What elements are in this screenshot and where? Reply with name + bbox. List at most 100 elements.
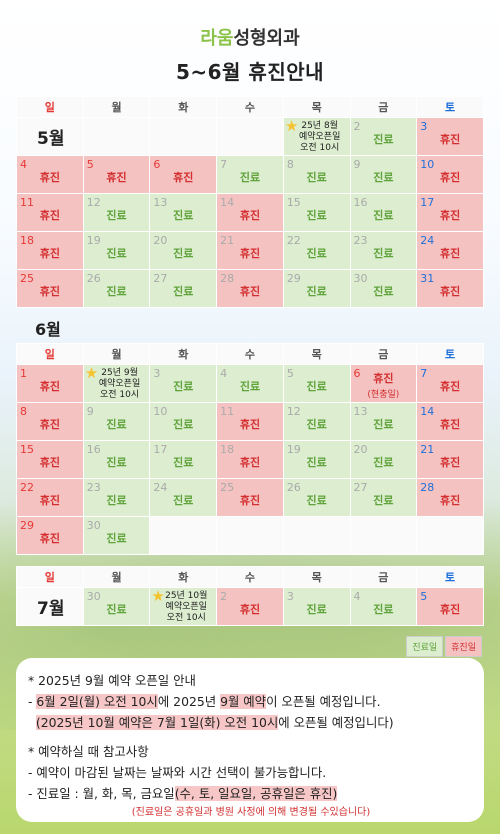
weekday-fri: 금 xyxy=(349,566,418,588)
day-cell: 13 진료 xyxy=(349,402,418,441)
legend-open-day: 진료일 xyxy=(406,636,444,657)
empty-cell xyxy=(82,117,151,156)
empty-cell xyxy=(216,117,284,156)
reservation-open-note: ★ 25년 9월 예약오픈일 오전 10시 xyxy=(82,364,151,403)
day-cell: 30 진료 xyxy=(82,516,151,555)
month-title-may: 5월 xyxy=(16,117,84,156)
day-cell: 6 휴진 (현충일) xyxy=(349,364,418,403)
weekday-tue: 화 xyxy=(149,96,218,118)
weekday-wed: 수 xyxy=(216,96,284,118)
day-cell: 16 진료 xyxy=(349,193,418,232)
reservation-open-note: ★ 25년 10월 예약오픈일 오전 10시 xyxy=(149,587,218,626)
week-row: 15 휴진 16 진료 17 진료 18 휴진 19 진료 20 진료 21 휴진 xyxy=(16,440,484,479)
weekday-mon: 월 xyxy=(82,566,151,588)
weekday-mon: 월 xyxy=(82,343,151,365)
day-cell: 29 휴진 xyxy=(16,516,84,555)
day-cell: 26 진료 xyxy=(282,478,351,517)
day-cell: 20 진료 xyxy=(349,440,418,479)
day-cell: 19 진료 xyxy=(282,440,351,479)
week-row: 29 휴진 30 진료 xyxy=(16,516,484,555)
day-cell: 27 진료 xyxy=(349,478,418,517)
day-cell: 4 진료 xyxy=(349,587,418,626)
weekday-header-row: 일 월 화 수 목 금 토 xyxy=(16,96,484,118)
info-line: (2025년 10월 예약은 7월 1일(화) 오전 10시에 오픈될 예정입니… xyxy=(35,715,394,730)
legend-closed-day: 휴진일 xyxy=(445,636,482,657)
weekday-sat: 토 xyxy=(416,96,484,118)
day-cell: 3 휴진 xyxy=(416,117,484,156)
day-cell: 2 휴진 xyxy=(216,587,284,626)
month-title-july: 7월 xyxy=(16,587,84,626)
day-cell: 3 진료 xyxy=(282,587,351,626)
holiday-label: (현충일) xyxy=(367,390,400,400)
day-cell: 4 휴진 xyxy=(16,155,84,194)
weekday-sun: 일 xyxy=(16,96,84,118)
day-cell: 26 진료 xyxy=(82,269,151,308)
weekday-header-row: 일 월 화 수 목 금 토 xyxy=(16,566,484,588)
day-cell: 19 진료 xyxy=(82,231,151,270)
empty-cell xyxy=(216,516,284,555)
info-line: - 6월 2일(월) 오전 10시에 2025년 9월 예약이 오픈될 예정입니… xyxy=(28,694,381,709)
day-cell: 18 휴진 xyxy=(216,440,284,479)
day-cell: 9 진료 xyxy=(82,402,151,441)
weekday-thu: 목 xyxy=(282,566,351,588)
day-cell: 9 진료 xyxy=(349,155,418,194)
day-cell: 12 진료 xyxy=(282,402,351,441)
day-cell: 28 휴진 xyxy=(416,478,484,517)
info-line: - 예약이 마감된 날짜는 날짜와 시간 선택이 불가능합니다. xyxy=(28,765,327,780)
weekday-wed: 수 xyxy=(216,343,284,365)
calendar-june: 일 월 화 수 목 금 토 1 휴진 ★ 25년 9월 예약오픈일 오전 10시 3 진료… xyxy=(16,343,484,555)
day-cell: 18 휴진 xyxy=(16,231,84,270)
day-cell: 17 진료 xyxy=(149,440,218,479)
week-row: 1 휴진 ★ 25년 9월 예약오픈일 오전 10시 3 진료 4 진료 5 진료 6 휴진 (현… xyxy=(16,364,484,403)
day-cell: 10 진료 xyxy=(149,402,218,441)
weekday-wed: 수 xyxy=(216,566,284,588)
info-line: - 진료일 : 월, 화, 목, 금요일(수, 토, 일요일, 공휴일은 휴진) xyxy=(28,786,338,801)
day-cell: 31 휴진 xyxy=(416,269,484,308)
empty-cell xyxy=(282,516,351,555)
weekday-sat: 토 xyxy=(416,343,484,365)
weekday-tue: 화 xyxy=(149,343,218,365)
day-cell: 5 진료 xyxy=(282,364,351,403)
weekday-tue: 화 xyxy=(149,566,218,588)
day-cell: 30 진료 xyxy=(349,269,418,308)
day-cell: 29 진료 xyxy=(282,269,351,308)
month-title-june: 6월 xyxy=(35,320,61,339)
day-cell: 3 진료 xyxy=(149,364,218,403)
day-cell: 5 휴진 xyxy=(416,587,484,626)
day-cell: 20 진료 xyxy=(149,231,218,270)
week-row: 25 휴진 26 진료 27 진료 28 휴진 29 진료 30 진료 31 휴진 xyxy=(16,269,484,308)
day-cell: 23 진료 xyxy=(349,231,418,270)
day-cell: 4 진료 xyxy=(216,364,284,403)
day-cell: 11 휴진 xyxy=(216,402,284,441)
day-cell: 14 휴진 xyxy=(416,402,484,441)
calendar-july: 일 월 화 수 목 금 토 7월 30 진료 ★ 25년 10월 예약오픈일 오전 10… xyxy=(16,566,484,626)
day-cell: 8 휴진 xyxy=(16,402,84,441)
legend: 진료일 휴진일 xyxy=(406,636,482,657)
weekday-fri: 금 xyxy=(349,96,418,118)
week-row: 8 휴진 9 진료 10 진료 11 휴진 12 진료 13 진료 14 휴진 xyxy=(16,402,484,441)
day-cell: 17 휴진 xyxy=(416,193,484,232)
week-row: 22 휴진 23 진료 24 진료 25 휴진 26 진료 27 진료 28 휴진 xyxy=(16,478,484,517)
day-cell: 10 휴진 xyxy=(416,155,484,194)
day-cell: 21 휴진 xyxy=(416,440,484,479)
day-cell: 22 휴진 xyxy=(16,478,84,517)
day-cell: 16 진료 xyxy=(82,440,151,479)
week-row: 18 휴진 19 진료 20 진료 21 휴진 22 진료 23 진료 24 휴진 xyxy=(16,231,484,270)
day-cell: 30 진료 xyxy=(82,587,151,626)
week-row: 7월 30 진료 ★ 25년 10월 예약오픈일 오전 10시 2 휴진 3 진료 4 진료 … xyxy=(16,587,484,626)
empty-cell xyxy=(349,516,418,555)
brand-logo: 라움성형외과 xyxy=(200,28,300,49)
star-icon: ★ xyxy=(84,364,99,382)
day-cell: 24 진료 xyxy=(149,478,218,517)
day-cell: 2 진료 xyxy=(349,117,418,156)
day-cell: 15 휴진 xyxy=(16,440,84,479)
day-cell: 1 휴진 xyxy=(16,364,84,403)
day-cell: 27 진료 xyxy=(149,269,218,308)
day-cell: 14 휴진 xyxy=(216,193,284,232)
weekday-mon: 월 xyxy=(82,96,151,118)
day-cell: 22 진료 xyxy=(282,231,351,270)
empty-cell xyxy=(149,516,218,555)
info-panel: * 2025년 9월 예약 오픈일 안내 - 6월 2일(월) 오전 10시에 … xyxy=(16,658,484,822)
weekday-sat: 토 xyxy=(416,566,484,588)
day-cell: 12 진료 xyxy=(82,193,151,232)
